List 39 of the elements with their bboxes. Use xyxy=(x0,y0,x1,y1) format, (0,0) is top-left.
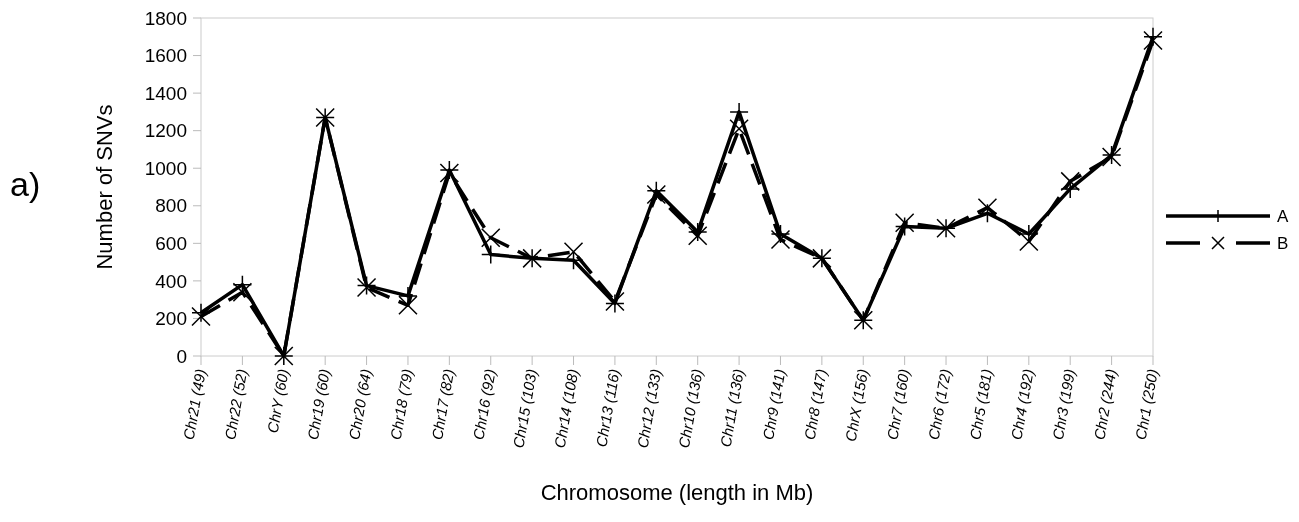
x-tick-label: Chr21 (49) xyxy=(179,367,209,442)
y-tick-label: 1600 xyxy=(144,45,187,67)
x-tick-label: Chr9 (141) xyxy=(759,367,789,442)
y-tick-label: 1000 xyxy=(144,157,187,179)
text: B xyxy=(1277,233,1289,253)
y-tick-label: 0 xyxy=(176,345,187,367)
x-tick-label: Chr14 (108) xyxy=(550,367,582,450)
y-axis-title: Number of SNVs xyxy=(92,104,117,270)
x-tick-label: Chr6 (172) xyxy=(924,367,954,442)
x-tick-label: Chr19 (60) xyxy=(303,367,334,442)
y-tick-label: 400 xyxy=(155,270,187,292)
x-tick-label: Chr11 (136) xyxy=(716,367,748,449)
x-tick-label: ChrY (60) xyxy=(263,367,292,435)
x-tick-label: Chr13 (116) xyxy=(592,367,623,449)
x-tick-label: Chr5 (181) xyxy=(966,367,996,442)
y-tick-label: 800 xyxy=(155,195,187,217)
y-tick-label: 1400 xyxy=(144,82,187,104)
x-tick-label: Chr22 (52) xyxy=(221,367,251,442)
x-axis-title: Chromosome (length in Mb) xyxy=(540,480,814,505)
x-tick-label: Chr10 (136) xyxy=(675,367,706,450)
x-tick-label: Chr17 (82) xyxy=(428,367,458,442)
x-tick-label: Chr15 (103) xyxy=(509,367,541,450)
text: A xyxy=(1277,206,1289,226)
y-tick-label: 1200 xyxy=(144,120,187,142)
y-tick-label: 1800 xyxy=(144,7,187,29)
x-tick-label: Chr20 (64) xyxy=(345,367,375,442)
x-tick-label: Chr8 (147) xyxy=(800,367,830,442)
x-tick-label: Chr3 (199) xyxy=(1048,367,1079,442)
x-tick-label: Chr2 (244) xyxy=(1090,367,1120,442)
x-tick-label: Chr7 (160) xyxy=(883,367,913,442)
y-tick-label: 600 xyxy=(155,232,187,254)
x-tick-label: Chr1 (250) xyxy=(1131,367,1161,442)
text: a) xyxy=(10,165,41,203)
x-tick-label: ChrX (156) xyxy=(841,367,872,443)
x-tick-label: Chr16 (92) xyxy=(469,367,499,442)
x-tick-label: Chr12 (133) xyxy=(633,367,665,450)
x-tick-label: Chr4 (192) xyxy=(1007,367,1037,442)
y-tick-label: 200 xyxy=(155,308,187,330)
x-tick-label: Chr18 (79) xyxy=(386,367,416,442)
